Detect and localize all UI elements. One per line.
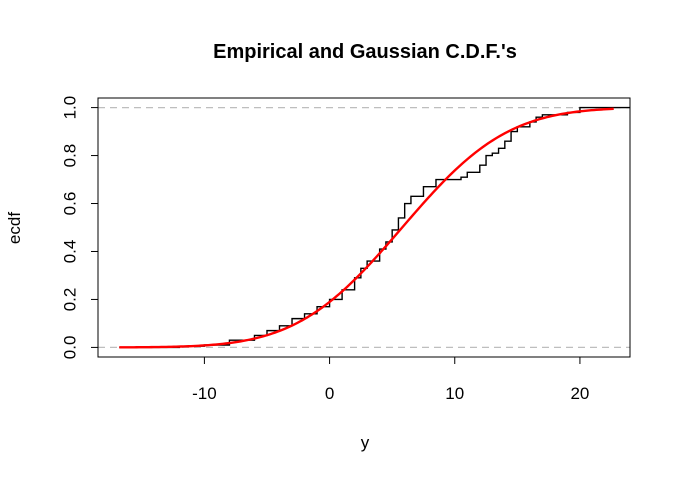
x-tick-label: 10 — [445, 384, 464, 403]
x-tick-label: -10 — [192, 384, 217, 403]
y-axis-label: ecdf — [5, 212, 24, 244]
y-tick-label: 0.8 — [61, 144, 80, 168]
ecdf-step-line — [119, 108, 630, 348]
x-axis-label: y — [361, 433, 370, 452]
x-tick-label: 20 — [570, 384, 589, 403]
y-tick-label: 0.4 — [61, 240, 80, 264]
gaussian-cdf-line — [119, 109, 613, 347]
y-tick-label: 0.0 — [61, 336, 80, 360]
y-tick-label: 0.6 — [61, 192, 80, 216]
y-tick-label: 0.2 — [61, 288, 80, 312]
chart-title: Empirical and Gaussian C.D.F.'s — [213, 41, 517, 63]
y-tick-label: 1.0 — [61, 96, 80, 120]
x-tick-label: 0 — [325, 384, 334, 403]
plot-frame — [98, 98, 630, 357]
